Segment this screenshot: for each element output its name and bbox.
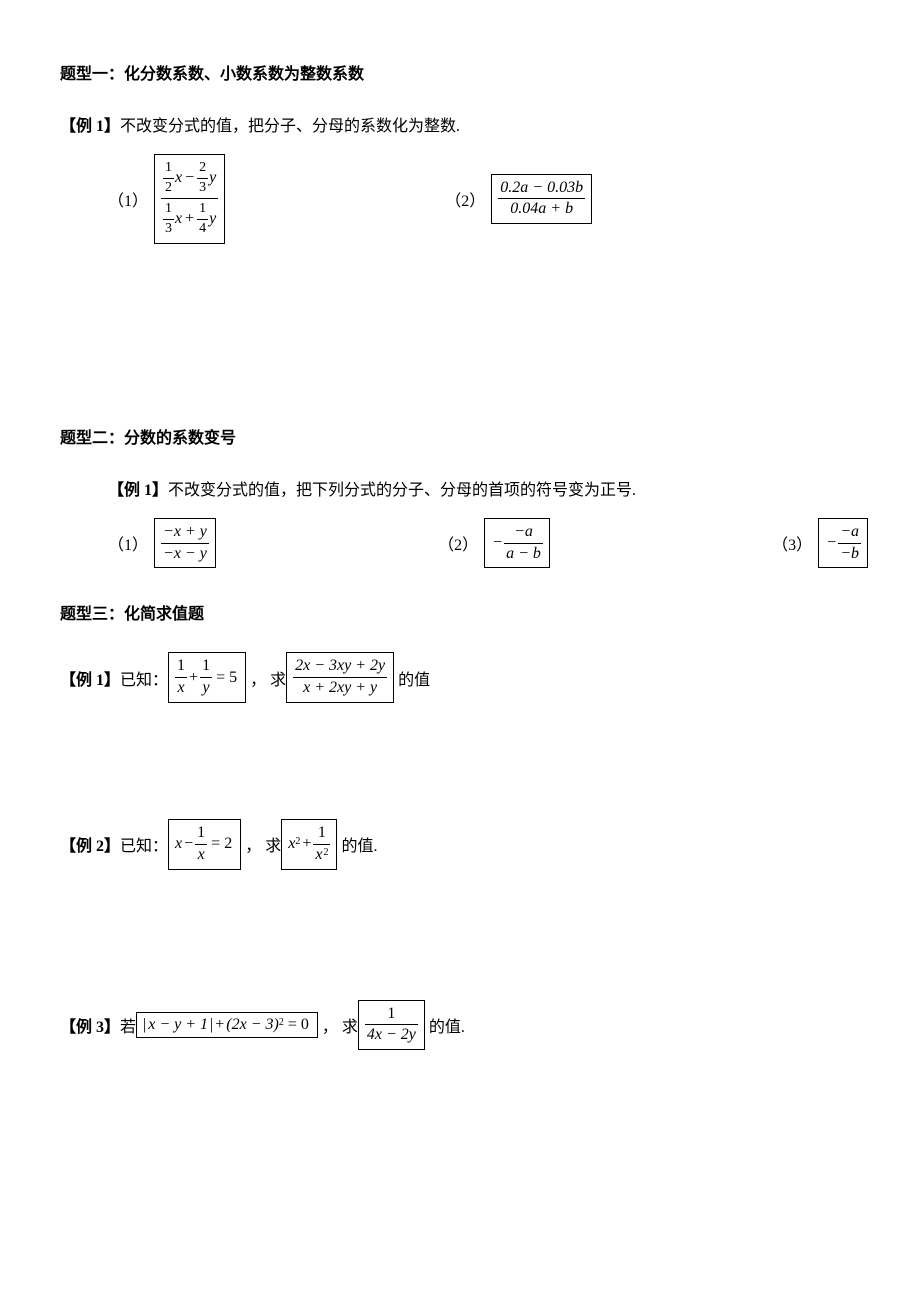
s3-ex3: 【例 3】 若 | x − y + 1 | + (2x − 3)2 = 0 ， … [60,1000,860,1051]
s3-ex1: 【例 1】 已知： 1x + 1y = 5 ， 求 2x − 3xy + 2yx… [60,652,860,703]
s3-ex2-label: 【例 2】 [60,832,120,856]
s2-q2-lead: （2） [438,531,478,555]
s3-ex1-rhs-box: 2x − 3xy + 2yx + 2xy + y [286,652,394,703]
s3-ex1-pre: 已知： [120,666,168,690]
s1-ex1-title: 【例 1】不改变分式的值，把分子、分母的系数化为整数. [60,112,860,136]
s3-ex3-rhs-box: 14x − 2y [358,1000,425,1051]
s3-ex2: 【例 2】 已知： x − 1x = 2 ， 求 x2 + 1 x2 的值. [60,819,860,870]
s1-ex1-row: （1） 12 x − 23 y 13 x [108,154,860,244]
q1-outer-frac: 12 x − 23 y 13 x + 14 y [161,159,218,239]
s2-q1: （1） −x + y−x − y [108,518,216,569]
s2-q3: （3） − −a−b [772,518,868,569]
s3-ex3-pre: 若 [120,1013,136,1037]
s3-ex2-pre: 已知： [120,832,168,856]
s3-ex1-post: 的值 [398,666,430,690]
s3-ex1-mid: ， 求 [250,666,286,690]
s2-q2-box: − −aa − b [484,518,550,569]
q2-box: 0.2a − 0.03b 0.04a + b [491,174,592,225]
s2-ex1-text: 不改变分式的值，把下列分式的分子、分母的首项的符号变为正号. [168,482,636,499]
q2-lead: （2） [445,187,485,211]
s3-ex1-label: 【例 1】 [60,666,120,690]
s3-ex2-mid: ， 求 [245,832,281,856]
s2-q2: （2） − −aa − b [438,518,550,569]
s3-ex3-post: 的值. [429,1013,465,1037]
s3-ex3-mid: ， 求 [322,1013,358,1037]
q1-box: 12 x − 23 y 13 x + 14 y [154,154,225,244]
s2-ex1-row: （1） −x + y−x − y （2） − −aa − b [108,518,868,569]
s3-ex2-post: 的值. [341,832,377,856]
s3-ex1-lhs-box: 1x + 1y = 5 [168,652,246,703]
s3-ex3-label: 【例 3】 [60,1013,120,1037]
s2-q1-box: −x + y−x − y [154,518,216,569]
page: 题型一：化分数系数、小数系数为整数系数 【例 1】不改变分式的值，把分子、分母的… [0,0,920,1302]
q1-lead: （1） [108,187,148,211]
s2-q3-lead: （3） [772,531,812,555]
section-2-title: 题型二：分数的系数变号 [60,424,860,448]
s1-ex1-text: 不改变分式的值，把分子、分母的系数化为整数. [120,118,460,135]
s1-ex1-label: 【例 1】 [60,118,120,135]
s1-ex1-q1: （1） 12 x − 23 y 13 x [108,154,225,244]
s2-q3-box: − −a−b [818,518,868,569]
section-3-title: 题型三：化简求值题 [60,600,860,624]
s2-ex1-title: 【例 1】不改变分式的值，把下列分式的分子、分母的首项的符号变为正号. [108,476,860,500]
s3-ex2-lhs-box: x − 1x = 2 [168,819,241,870]
s2-ex1-label: 【例 1】 [108,482,168,499]
section-1-title: 题型一：化分数系数、小数系数为整数系数 [60,60,860,84]
s3-ex2-rhs-box: x2 + 1 x2 [281,819,337,870]
s1-ex1-q2: （2） 0.2a − 0.03b 0.04a + b [445,174,592,225]
s3-ex3-lhs-box: | x − y + 1 | + (2x − 3)2 = 0 [136,1012,318,1038]
s2-q1-lead: （1） [108,531,148,555]
